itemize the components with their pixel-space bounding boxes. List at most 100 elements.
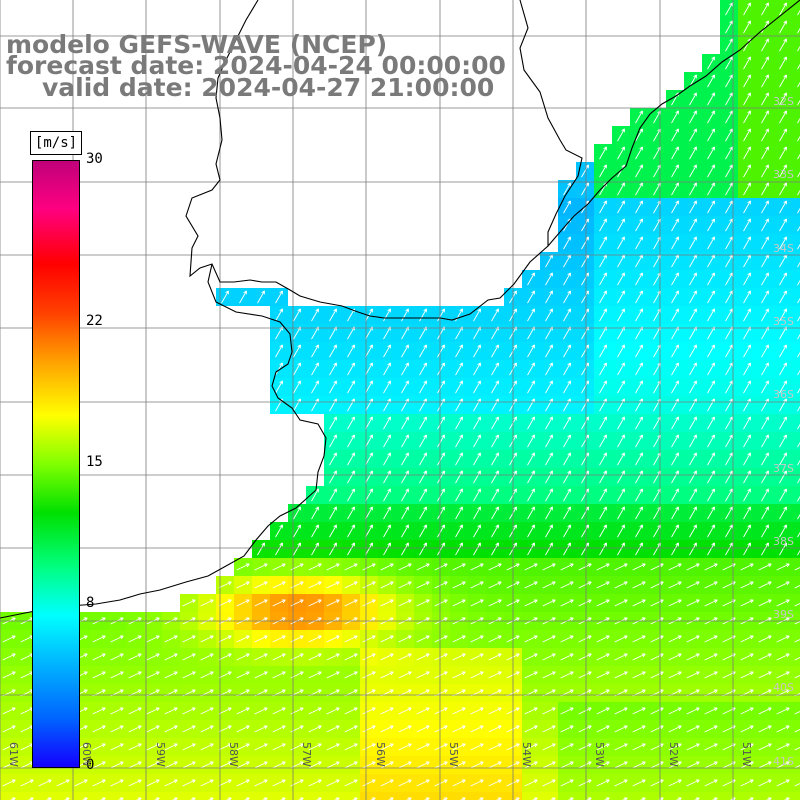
- wind-arrow: [262, 797, 268, 800]
- wind-arrow: [725, 308, 733, 322]
- wind-arrow: [398, 563, 412, 571]
- wind-arrow: [740, 671, 754, 679]
- wind-arrow: [761, 20, 769, 34]
- wind-arrow: [326, 671, 340, 679]
- wind-arrow: [560, 707, 574, 715]
- wind-arrow: [743, 236, 751, 250]
- wind-arrow: [542, 779, 556, 787]
- wind-arrow: [779, 128, 787, 142]
- colorbar-tick-label: 30: [86, 151, 103, 167]
- wind-arrow: [455, 506, 463, 520]
- wind-arrow: [617, 434, 625, 448]
- wind-arrow: [797, 261, 800, 268]
- wind-arrow: [635, 434, 643, 448]
- wind-arrow: [473, 488, 481, 502]
- wind-arrow: [676, 797, 682, 800]
- field-cell: [792, 540, 800, 558]
- wind-arrow: [671, 182, 679, 196]
- field-cell: [792, 144, 800, 162]
- wind-arrow: [154, 797, 160, 800]
- wind-arrow: [452, 671, 466, 679]
- field-cell: [144, 792, 162, 800]
- wind-arrow: [635, 182, 643, 196]
- wind-arrow: [380, 707, 394, 715]
- wind-arrow: [221, 290, 229, 304]
- longitude-label: 51W: [740, 742, 753, 767]
- wind-arrow: [491, 308, 499, 322]
- wind-arrow: [470, 563, 484, 571]
- wind-arrow: [524, 653, 538, 661]
- wind-arrow: [419, 362, 427, 376]
- wind-arrow: [671, 308, 679, 322]
- wind-arrow: [761, 308, 769, 322]
- wind-arrow: [473, 362, 481, 376]
- wind-arrow: [329, 524, 337, 538]
- wind-arrow: [110, 707, 124, 715]
- wind-arrow: [347, 362, 355, 376]
- wind-arrow: [524, 707, 538, 715]
- longitude-label: 58W: [226, 742, 240, 767]
- wind-arrow: [578, 653, 592, 661]
- wind-arrow: [668, 599, 682, 607]
- wind-arrow: [164, 779, 178, 787]
- wind-arrow: [689, 200, 697, 214]
- wind-arrow: [311, 524, 319, 538]
- wind-arrow: [272, 707, 286, 715]
- wind-arrow: [452, 581, 466, 589]
- wind-arrow: [272, 581, 286, 589]
- wind-arrow: [617, 128, 625, 142]
- field-cell: [0, 792, 18, 800]
- wind-arrow: [668, 725, 682, 733]
- wind-arrow: [635, 128, 643, 142]
- wind-arrow: [128, 707, 142, 715]
- wind-arrow: [725, 182, 733, 196]
- wind-arrow: [542, 725, 556, 733]
- wind-arrow: [419, 506, 427, 520]
- wind-arrow: [689, 290, 697, 304]
- wind-arrow: [779, 416, 787, 430]
- wind-arrow: [794, 710, 800, 715]
- wind-arrow: [707, 146, 715, 160]
- wind-arrow: [311, 542, 319, 556]
- wind-arrow: [275, 380, 283, 394]
- field-cell: [792, 450, 800, 468]
- wind-arrow: [365, 344, 373, 358]
- wind-arrow: [488, 635, 502, 643]
- wind-arrow: [275, 344, 283, 358]
- wind-arrow: [632, 761, 646, 769]
- wind-arrow: [437, 542, 445, 556]
- field-cell: [792, 756, 800, 774]
- wind-arrow: [326, 761, 340, 769]
- wind-arrow: [779, 308, 787, 322]
- wind-arrow: [578, 779, 592, 787]
- wind-arrow: [419, 488, 427, 502]
- wind-arrow: [380, 725, 394, 733]
- wind-arrow: [617, 506, 625, 520]
- wind-arrow: [743, 146, 751, 160]
- wind-arrow: [743, 128, 751, 142]
- wind-arrow: [488, 743, 502, 751]
- wind-arrow: [568, 797, 574, 800]
- latitude-label: 39S: [773, 608, 794, 622]
- wind-arrow: [707, 434, 715, 448]
- wind-arrow: [632, 725, 646, 733]
- wind-arrow: [272, 761, 286, 769]
- wind-arrow: [488, 725, 502, 733]
- wind-arrow: [473, 506, 481, 520]
- wind-arrow: [761, 56, 769, 70]
- wind-arrow: [416, 761, 430, 769]
- wind-arrow: [797, 495, 800, 502]
- wind-arrow: [740, 563, 754, 571]
- wind-arrow: [416, 671, 430, 679]
- wind-arrow: [434, 635, 448, 643]
- wind-arrow: [596, 725, 610, 733]
- wind-arrow: [797, 531, 800, 538]
- wind-arrow: [632, 563, 646, 571]
- wind-arrow: [758, 599, 772, 607]
- wind-arrow: [146, 635, 160, 643]
- latitude-label: 38S: [773, 534, 794, 548]
- wind-arrow: [164, 653, 178, 661]
- wind-arrow: [401, 542, 409, 556]
- wind-arrow: [779, 524, 787, 538]
- wind-arrow: [293, 344, 301, 358]
